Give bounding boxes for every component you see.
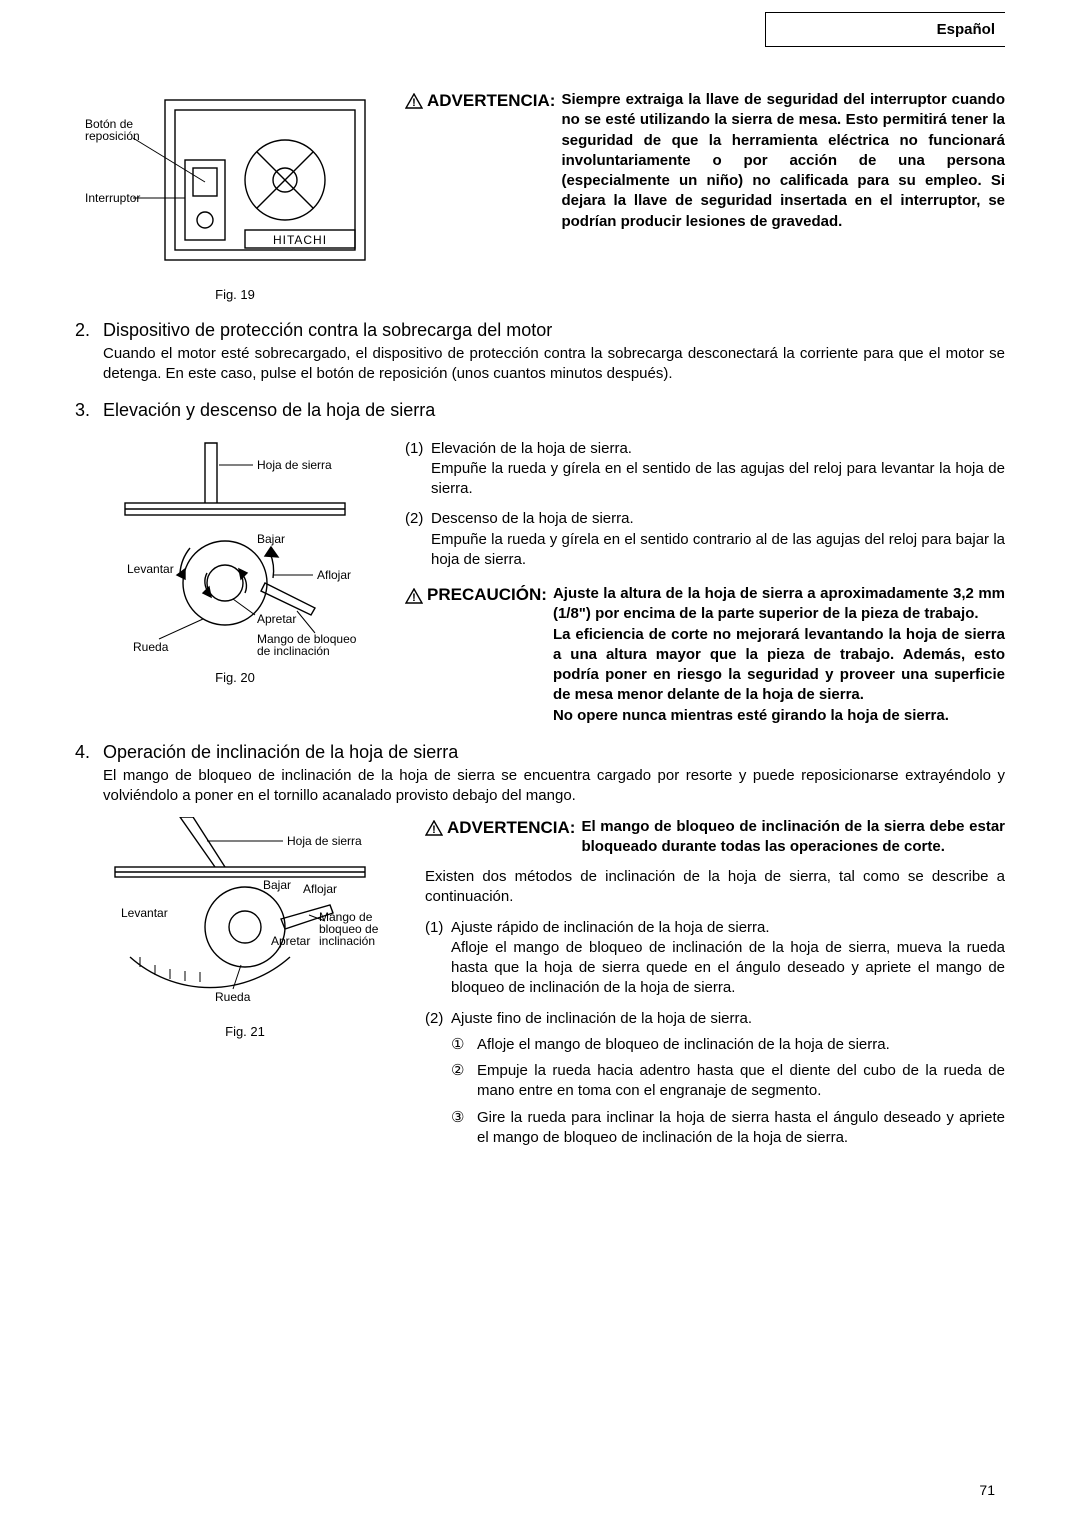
caution-triangle-icon: ! [405,588,423,604]
svg-text:!: ! [412,592,416,604]
sec4-intro: Existen dos métodos de inclinación de la… [425,867,1005,908]
sec2-num: 2. [75,318,103,342]
warning-2-body: El mango de bloqueo de inclinación de la… [581,817,1005,858]
sec4-item1-title: Ajuste rápido de inclinación de la hoja … [451,918,1005,938]
fig20-wheel-label: Rueda [133,640,169,654]
fig20-tighten-label: Apretar [257,612,296,626]
sec4-num: 4. [75,740,103,764]
warning-triangle-icon-2: ! [425,820,443,836]
svg-text:!: ! [412,97,416,109]
warning-1-body: Siempre extraiga la llave de seguridad d… [561,90,1005,232]
fig20-caption: Fig. 20 [75,669,395,687]
figure-20-svg: Hoja de sierra Bajar Levantar Aflojar Ap… [85,433,385,663]
fig20-loosen-label: Aflojar [317,568,351,582]
fig19-reset-label: Botón de reposición [85,117,140,143]
warning-triangle-icon: ! [405,93,423,109]
fig21-lower-label: Bajar [263,878,291,892]
sec3-num: 3. [75,398,103,422]
warning-label-1: ! ADVERTENCIA: [405,90,561,113]
sec4-item2-title: Ajuste fino de inclinación de la hoja de… [451,1009,1005,1029]
caution-1-body: Ajuste la altura de la hoja de sierra a … [553,584,1005,726]
fig20-lock-label: Mango de bloqueo de inclinación [257,632,360,658]
sec4-c1-num: ① [451,1035,477,1055]
fig21-loosen-label: Aflojar [303,882,337,896]
page-number: 71 [979,1481,995,1500]
warning-label-2: ! ADVERTENCIA: [425,817,581,840]
sec3-item2-num: (2) [405,509,431,529]
sec4-c2-num: ② [451,1061,477,1081]
sec4-c3-body: Gire la rueda para inclinar la hoja de s… [477,1108,1005,1149]
sec4-title: Operación de inclinación de la hoja de s… [103,740,458,764]
fig19-caption: Fig. 19 [75,286,395,304]
sec3-item1-num: (1) [405,439,431,459]
brand-text: HITACHI [273,233,327,247]
fig20-blade-label: Hoja de sierra [257,458,332,472]
fig21-tighten-label: Apretar [271,934,310,948]
sec2-title: Dispositivo de protección contra la sobr… [103,318,552,342]
sec4-item1-body: Afloje el mango de bloqueo de inclinació… [451,938,1005,999]
sec3-item1-body: Empuñe la rueda y gírela en el sentido d… [431,459,1005,500]
warning-label-2-text: ADVERTENCIA: [447,817,575,840]
figure-21-svg: Hoja de sierra Bajar Levantar Aflojar Ap… [85,817,405,1017]
sec3-item1-title: Elevación de la hoja de sierra. [431,439,1005,459]
fig21-wheel-label: Rueda [215,990,251,1004]
caution-label-1-text: PRECAUCIÓN: [427,584,547,607]
figure-20: Hoja de sierra Bajar Levantar Aflojar Ap… [75,433,395,687]
fig21-blade-label: Hoja de sierra [287,834,362,848]
figure-21: Hoja de sierra Bajar Levantar Aflojar Ap… [75,817,415,1041]
sec3-item2-body: Empuñe la rueda y gírela en el sentido c… [431,530,1005,571]
figure-19-svg: HITACHI Botón de reposición Interruptor [85,90,385,280]
caution-label-1: ! PRECAUCIÓN: [405,584,553,607]
page-content: HITACHI Botón de reposición Interruptor … [75,90,1005,1148]
sec3-title: Elevación y descenso de la hoja de sierr… [103,398,435,422]
sec3-item2-title: Descenso de la hoja de sierra. [431,509,1005,529]
sec2-para: Cuando el motor esté sobrecargado, el di… [103,344,1005,385]
warning-label-1-text: ADVERTENCIA: [427,90,555,113]
svg-text:!: ! [432,824,436,836]
fig21-caption: Fig. 21 [75,1023,415,1041]
fig20-lower-label: Bajar [257,532,285,546]
fig19-switch-label: Interruptor [85,191,140,205]
lang-divider-bot [765,46,1005,47]
fig21-lock-label: Mango de bloqueo de inclinación [319,910,382,948]
sec4-c1-body: Afloje el mango de bloqueo de inclinació… [477,1035,1005,1055]
sec4-c3-num: ③ [451,1108,477,1128]
fig21-raise-label: Levantar [121,906,168,920]
sec4-item1-num: (1) [425,918,451,938]
sec4-para: El mango de bloqueo de inclinación de la… [103,766,1005,807]
fig20-raise-label: Levantar [127,562,174,576]
language-tag: Español [937,20,995,40]
sec4-c2-body: Empuje la rueda hacia adentro hasta que … [477,1061,1005,1102]
figure-19: HITACHI Botón de reposición Interruptor … [75,90,395,304]
sec4-item2-num: (2) [425,1009,451,1029]
